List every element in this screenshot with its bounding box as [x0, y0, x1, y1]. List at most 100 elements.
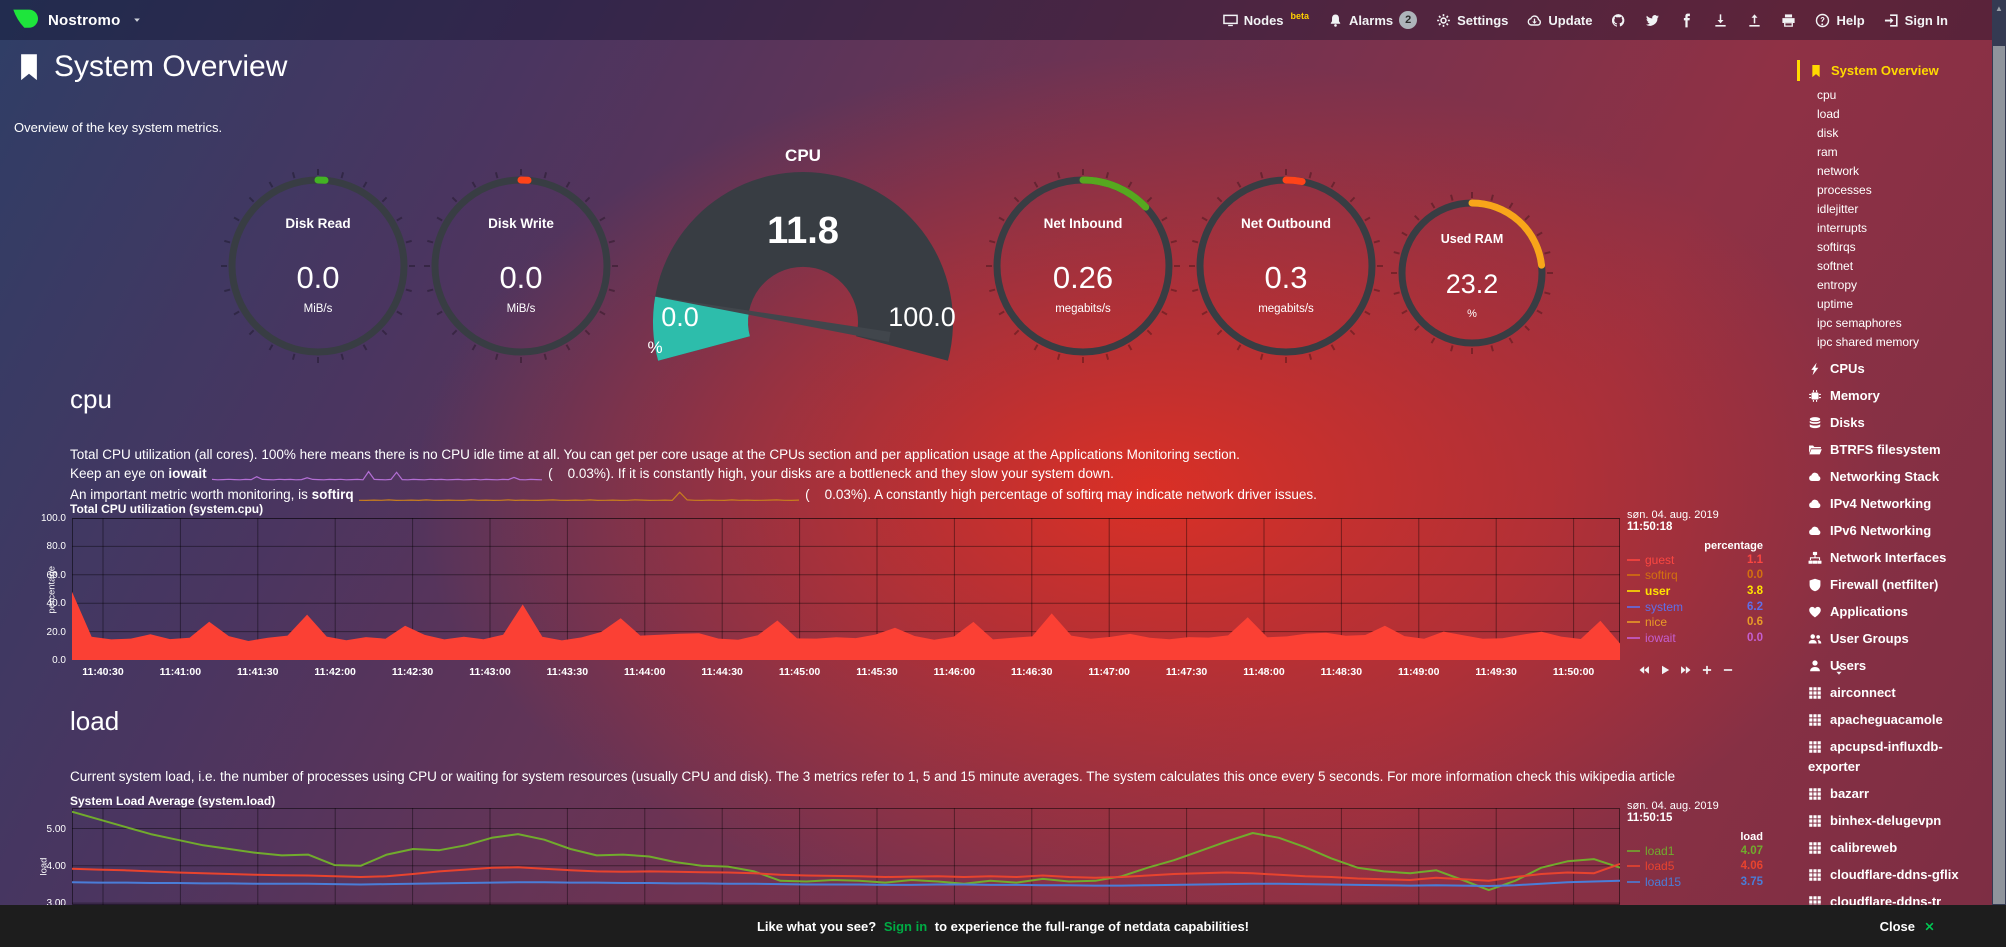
pan-fast-forward-button[interactable]	[1680, 664, 1692, 676]
gauge-used-ram[interactable]: Used RAM 23.2%	[1388, 189, 1556, 362]
sidebar-item-disks[interactable]: Disks	[1797, 413, 1991, 433]
sidebar-item-ipc-semaphores[interactable]: ipc semaphores	[1817, 316, 1902, 330]
sidebar-item-user-groups[interactable]: User Groups	[1797, 629, 1991, 649]
cpu-xtick: 11:43:00	[469, 666, 511, 678]
gauge-chart: Used RAM 23.2%	[1391, 192, 1553, 354]
netdata-logo-icon	[12, 7, 38, 33]
gauge-cpu[interactable]	[638, 150, 968, 395]
pan-forward-button[interactable]	[1659, 664, 1671, 676]
sidebar-item-softirqs[interactable]: softirqs	[1817, 240, 1856, 254]
page-scrollbar[interactable]: ▲	[1992, 0, 2006, 947]
sidebar-item-network[interactable]: network	[1817, 164, 1860, 178]
sidebar-item-cpu[interactable]: cpu	[1817, 88, 1837, 102]
nav-sign-in[interactable]: Sign In	[1884, 13, 1948, 28]
legend-swatch	[1627, 636, 1640, 639]
cpu-legend-iowait[interactable]: iowait 0.0	[1627, 630, 1763, 646]
sidebar-item-networking-stack[interactable]: Networking Stack	[1797, 467, 1991, 487]
cpu-ytick: 0.0	[52, 655, 66, 666]
sidebar-item-cpus[interactable]: CPUs	[1797, 359, 1991, 379]
sidebar-item-users[interactable]: Users	[1797, 656, 1991, 676]
legend-swatch	[1627, 865, 1640, 868]
nav-download[interactable]	[1713, 13, 1728, 28]
sidebar-item-softnet[interactable]: softnet	[1817, 259, 1854, 273]
cpu-legend-guest[interactable]: guest 1.1	[1627, 552, 1763, 568]
cpu-xtick: 11:46:30	[1011, 666, 1053, 678]
sidebar-item-cloudflare-ddns-gflix[interactable]: cloudflare-ddns-gflix	[1797, 865, 1991, 885]
sidebar-item-network-interfaces[interactable]: Network Interfaces	[1797, 548, 1991, 568]
load-chart[interactable]	[72, 808, 1620, 905]
sidebar-item-ipc-shared-memory[interactable]: ipc shared memory	[1817, 335, 1920, 349]
bookmark-icon	[1812, 64, 1820, 77]
scrollbar-up-arrow[interactable]: ▲	[1995, 4, 2003, 13]
node-selector[interactable]: Nostromo	[12, 7, 142, 33]
nav-alarms[interactable]: Alarms 2	[1328, 11, 1418, 29]
sidebar-item-entropy[interactable]: entropy	[1817, 278, 1858, 292]
github-icon	[1612, 13, 1625, 27]
gauge-net-inbound[interactable]: Net Inbound 0.26 megabits/s	[983, 166, 1183, 371]
sidebar-item-firewall-netfilter-[interactable]: Firewall (netfilter)	[1797, 575, 1991, 595]
sidebar-item-interrupts[interactable]: interrupts	[1817, 221, 1868, 235]
sidebar-item-airconnect[interactable]: airconnect	[1797, 683, 1991, 703]
sidebar-item-calibreweb[interactable]: calibreweb	[1797, 838, 1991, 858]
cpu-xtick: 11:47:00	[1088, 666, 1130, 678]
nav-twitter[interactable]	[1645, 13, 1660, 28]
legend-label: guest	[1645, 552, 1675, 567]
load-legend-load1[interactable]: load1 4.07	[1627, 843, 1763, 859]
sidebar-label: Firewall (netfilter)	[1830, 577, 1939, 592]
sidebar-item-applications[interactable]: Applications	[1797, 602, 1991, 622]
cpu-chart[interactable]	[72, 518, 1620, 660]
gauge-net-outbound[interactable]: Net Outbound 0.3 megabits/s	[1186, 166, 1386, 371]
load-legend-load15[interactable]: load15 3.75	[1627, 874, 1763, 890]
sidebar-item-ram[interactable]: ram	[1817, 145, 1838, 159]
text: If it is constantly high, your disks are…	[614, 466, 1114, 481]
cpu-legend-softirq[interactable]: softirq 0.0	[1627, 568, 1763, 584]
grid-icon	[1809, 842, 1821, 854]
cpu-ytick: 20.0	[46, 626, 66, 638]
sidebar-item-apcupsd-influxdb-exporter[interactable]: apcupsd-influxdb-exporter	[1797, 737, 1991, 777]
cpu-legend-user[interactable]: user 3.8	[1627, 583, 1763, 599]
sidebar-item-idlejitter[interactable]: idlejitter	[1817, 202, 1859, 216]
nav-facebook[interactable]	[1679, 13, 1694, 28]
nav-help[interactable]: Help	[1815, 12, 1865, 28]
nav-print[interactable]	[1781, 13, 1796, 28]
gauge-disk-write[interactable]: Disk Write 0.0 MiB/s	[421, 166, 621, 371]
sidebar-item-ipv6-networking[interactable]: IPv6 Networking	[1797, 521, 1991, 541]
zoom-out-button[interactable]	[1722, 664, 1734, 676]
sidebar-item-system-overview[interactable]: System Overview	[1797, 60, 1991, 81]
iowait-sparkline	[212, 470, 543, 481]
pan-fast-forward-icon	[1681, 666, 1691, 674]
sidebar-item-btrfs-filesystem[interactable]: BTRFS filesystem	[1797, 440, 1991, 460]
cpu-ytick: 40.0	[46, 598, 66, 610]
sidebar-item-binhex-delugevpn[interactable]: binhex-delugevpn	[1797, 811, 1991, 831]
scrollbar-thumb[interactable]	[1993, 46, 2005, 904]
load-legend-load5[interactable]: load5 4.06	[1627, 859, 1763, 875]
users-icon	[1808, 634, 1822, 644]
zoom-in-button[interactable]	[1701, 664, 1713, 676]
cpu-legend-system[interactable]: system 6.2	[1627, 599, 1763, 615]
sidebar-item-ipv4-networking[interactable]: IPv4 Networking	[1797, 494, 1991, 514]
sidebar-item-disk[interactable]: disk	[1817, 126, 1839, 140]
sidebar-item-apacheguacamole[interactable]: apacheguacamole	[1797, 710, 1991, 730]
sidebar-item-uptime[interactable]: uptime	[1817, 297, 1854, 311]
iowait-value: ( 0.03%).	[548, 466, 615, 481]
legend-value: 1.1	[1747, 553, 1763, 566]
sign-in-link[interactable]: Sign in	[883, 918, 928, 934]
gauge-chart: Disk Read 0.0 MiB/s	[221, 169, 415, 363]
chart-resize-handle[interactable]	[1833, 664, 1845, 676]
sidebar-item-bazarr[interactable]: bazarr	[1797, 784, 1991, 804]
cpu-legend-nice[interactable]: nice 0.6	[1627, 614, 1763, 630]
sidebar-item-processes[interactable]: processes	[1817, 183, 1872, 197]
pan-backward-button[interactable]	[1638, 664, 1650, 676]
nav-label: Help	[1836, 12, 1865, 28]
sidebar-item-memory[interactable]: Memory	[1797, 386, 1991, 406]
gauge-chart: Disk Write 0.0 MiB/s	[424, 169, 618, 363]
nav-update[interactable]: Update	[1527, 13, 1592, 28]
nav-settings[interactable]: Settings	[1436, 13, 1508, 28]
nav-github[interactable]	[1611, 13, 1626, 28]
nav-nodes[interactable]: Nodes beta	[1222, 11, 1309, 28]
banner-close-button[interactable]: Close	[1880, 919, 1936, 934]
cpu-xtick: 11:44:30	[701, 666, 743, 678]
nav-upload[interactable]	[1747, 13, 1762, 28]
gauge-disk-read[interactable]: Disk Read 0.0 MiB/s	[218, 166, 418, 371]
sidebar-item-load[interactable]: load	[1817, 107, 1840, 121]
